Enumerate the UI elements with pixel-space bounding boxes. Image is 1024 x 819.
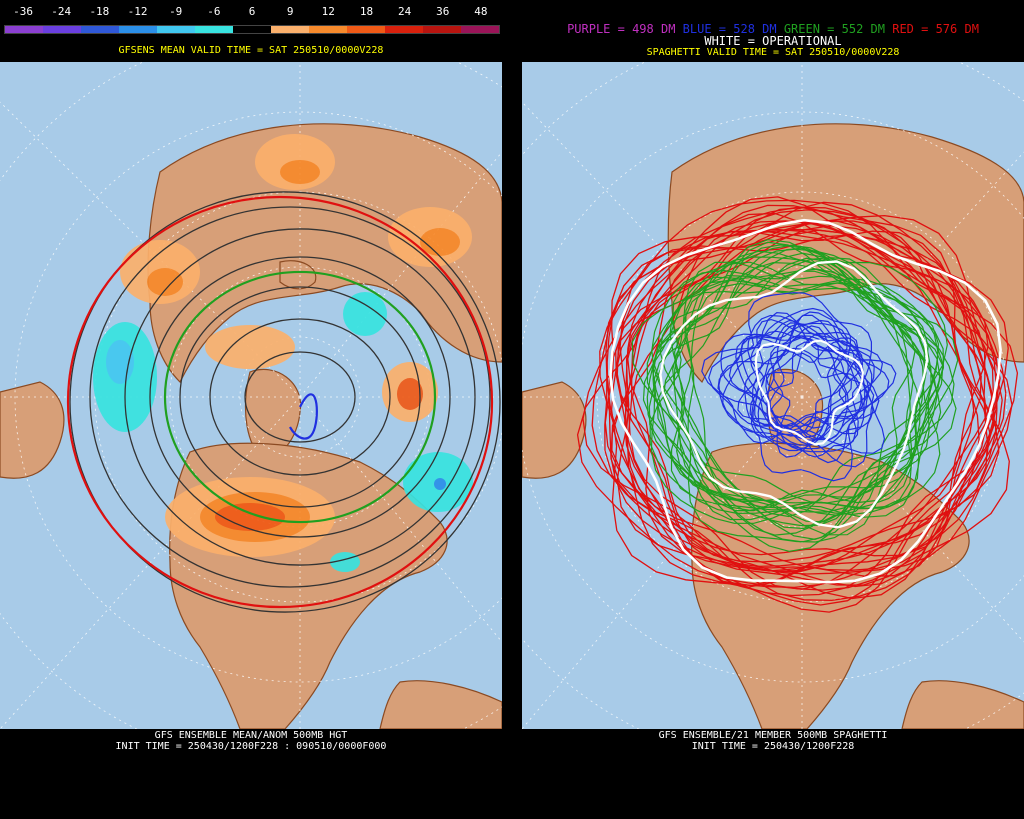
scale-tick-label: -12 <box>127 5 148 18</box>
spaghetti-contours <box>576 196 1019 613</box>
spaghetti-line <box>648 241 921 512</box>
color-bar-segment <box>5 26 43 33</box>
scale-tick-label: 24 <box>397 5 412 18</box>
spaghetti-line <box>659 260 929 529</box>
color-bar-segment <box>461 26 499 33</box>
color-bar-segment <box>309 26 347 33</box>
spaghetti-line <box>747 314 884 439</box>
right-footer-init: INIT TIME = 250430/1200F228 <box>691 741 855 752</box>
spaghetti-line <box>673 244 944 502</box>
color-bar-segment <box>157 26 195 33</box>
color-bar-segment <box>271 26 309 33</box>
color-bar-segment <box>119 26 157 33</box>
right-valid-time: SPAGHETTI VALID TIME = SAT 250510/0000V2… <box>646 47 900 58</box>
scale-tick-label: -9 <box>169 5 183 18</box>
scale-tick-label: -18 <box>89 5 110 18</box>
scale-tick-label: -24 <box>51 5 72 18</box>
spaghetti-line <box>651 257 945 541</box>
spaghetti-panel: PURPLE = 498 DM BLUE = 528 DM GREEN = 55… <box>522 0 1024 819</box>
legend-purple: PURPLE = 498 DM <box>567 22 676 36</box>
scale-tick-label: -6 <box>207 5 221 18</box>
spaghetti-line <box>765 352 862 458</box>
scale-tick-label: 12 <box>321 5 335 18</box>
anomaly-color-bar <box>4 25 500 34</box>
spaghetti-line <box>669 268 932 517</box>
spaghetti-line <box>609 218 1002 584</box>
spaghetti-line <box>744 318 863 437</box>
scale-tick-label: 9 <box>286 5 294 18</box>
color-bar-segment <box>233 26 271 33</box>
left-valid-time: GFSENS MEAN VALID TIME = SAT 250510/0000… <box>118 45 384 56</box>
color-bar-segment <box>81 26 119 33</box>
color-bar-segment <box>347 26 385 33</box>
spaghetti-map <box>522 62 1024 729</box>
anomaly-scale-ticks: -36 -24 -18 -12 -9 -6 6 9 12 18 24 36 48 <box>0 5 502 19</box>
spaghetti-line <box>769 323 890 441</box>
scale-tick-label: 36 <box>436 5 450 18</box>
left-footer-title: GFS ENSEMBLE MEAN/ANOM 500MB HGT <box>154 730 348 741</box>
spaghetti-line <box>708 292 880 427</box>
spaghetti-line <box>656 252 941 521</box>
spaghetti-line <box>701 307 864 453</box>
color-bar-segment <box>43 26 81 33</box>
legend-operational: WHITE = OPERATIONAL <box>704 34 842 48</box>
color-bar-segment <box>423 26 461 33</box>
color-bar-segment <box>385 26 423 33</box>
land-south-america <box>379 680 502 729</box>
spaghetti-line <box>662 274 940 543</box>
panel-divider <box>502 0 522 819</box>
legend-blue: BLUE = 528 DM <box>682 22 777 36</box>
spaghetti-line <box>616 209 1013 575</box>
land-africa-edge <box>0 381 65 479</box>
spaghetti-line <box>684 247 955 512</box>
spaghetti-line <box>720 319 859 441</box>
color-bar-segment <box>195 26 233 33</box>
spaghetti-line <box>646 257 911 536</box>
spaghetti-line <box>740 334 849 434</box>
spaghetti-line <box>631 250 948 536</box>
spaghetti-line <box>626 206 993 557</box>
legend-green: GREEN = 552 DM <box>783 22 885 36</box>
spaghetti-line <box>754 339 864 446</box>
spaghetti-line <box>735 311 872 446</box>
spaghetti-line <box>659 256 944 511</box>
ensemble-mean-map <box>0 62 502 729</box>
spaghetti-line <box>653 261 914 510</box>
spaghetti-line <box>582 204 980 572</box>
left-footer-init: INIT TIME = 250430/1200F228 : 090510/000… <box>115 741 387 752</box>
spaghetti-line <box>610 225 991 588</box>
contour-legend: PURPLE = 498 DM BLUE = 528 DM GREEN = 55… <box>522 22 1024 36</box>
spaghetti-line <box>608 220 975 578</box>
spaghetti-line <box>717 322 848 446</box>
spaghetti-line <box>631 220 989 563</box>
spaghetti-line <box>604 228 995 597</box>
scale-tick-label: 6 <box>248 5 256 18</box>
legend-red: RED = 576 DM <box>892 22 979 36</box>
spaghetti-line <box>591 201 988 600</box>
spaghetti-line <box>615 220 982 571</box>
scale-tick-label: 18 <box>359 5 374 18</box>
spaghetti-line <box>619 230 994 590</box>
ensemble-mean-panel: -36 -24 -18 -12 -9 -6 6 9 12 18 24 36 48 GFSENS MEAN… <box>0 0 502 819</box>
scale-tick-label: -36 <box>13 5 33 18</box>
right-footer-title: GFS ENSEMBLE/21 MEMBER 500MB SPAGHETTI <box>658 730 888 741</box>
scale-tick-label: 48 <box>474 5 488 18</box>
